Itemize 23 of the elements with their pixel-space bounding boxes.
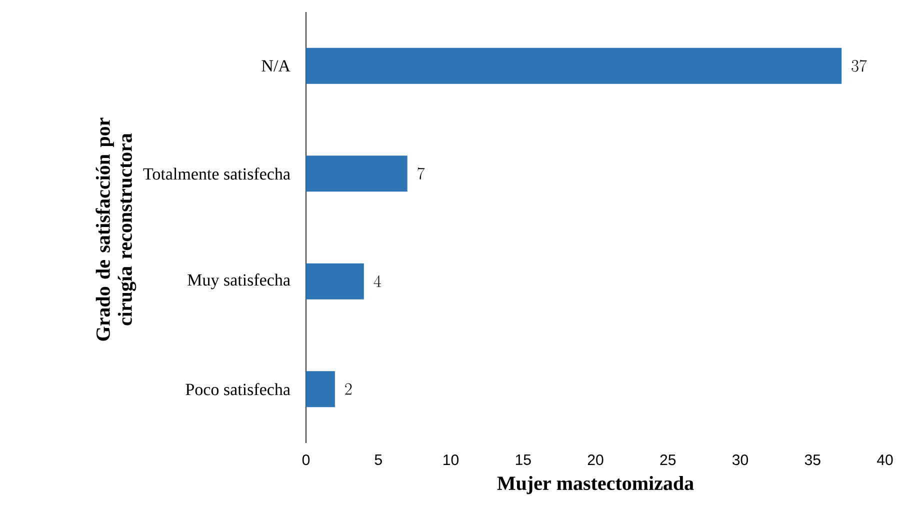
x-tick-label: 40 bbox=[877, 454, 893, 466]
bar bbox=[306, 263, 364, 300]
bar bbox=[306, 371, 335, 408]
x-tick-label: 25 bbox=[660, 454, 676, 466]
y-tick-label: Totalmente satisfecha bbox=[143, 168, 290, 180]
x-tick-label: 5 bbox=[374, 454, 382, 465]
y-tick-label: N/A bbox=[262, 60, 290, 72]
data-label: 37 bbox=[852, 60, 867, 72]
y-tick-label: Muy satisfecha bbox=[188, 274, 290, 290]
y-axis-title: Grado de satisfacción por cirugía reconstructora bbox=[96, 118, 136, 341]
x-tick-label: 15 bbox=[516, 454, 531, 465]
x-tick-label: 20 bbox=[588, 454, 604, 466]
x-tick-label: 30 bbox=[732, 454, 748, 466]
y-tick-label: Poco satisfecha bbox=[186, 383, 290, 396]
data-label: 7 bbox=[418, 168, 425, 180]
bar bbox=[306, 48, 842, 84]
x-tick-label: 35 bbox=[804, 454, 820, 466]
x-tick-label: 10 bbox=[444, 454, 458, 466]
data-label: 4 bbox=[374, 275, 381, 287]
x-axis-title: Mujer mastectomizada bbox=[497, 476, 694, 494]
data-label: 2 bbox=[345, 383, 352, 395]
x-tick-label: 0 bbox=[302, 454, 310, 466]
bar bbox=[306, 156, 408, 192]
